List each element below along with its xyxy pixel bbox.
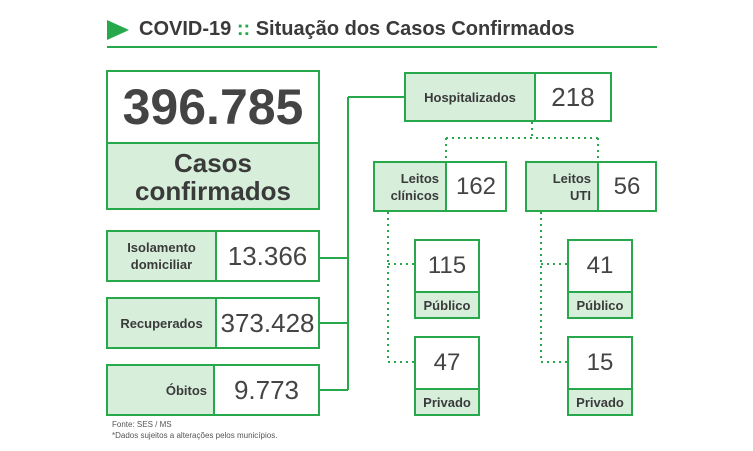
icu-label-line2: UTI <box>570 187 591 203</box>
recovered-card: Recuperados 373.428 <box>106 297 320 349</box>
isolation-label: Isolamento domiciliar <box>108 232 217 280</box>
deaths-card: Óbitos 9.773 <box>106 364 320 416</box>
clinical-public-card: 115 Público <box>414 239 480 319</box>
footer: Fonte: SES / MS *Dados sujeitos a altera… <box>112 419 277 441</box>
confirmed-label-line2: confirmados <box>134 175 292 206</box>
hospitalized-label: Hospitalizados <box>406 74 536 120</box>
play-arrow-icon <box>107 20 129 40</box>
total-confirmed-card: 396.785 Casos confirmados <box>106 70 320 210</box>
icu-label-line1: Leitos <box>552 170 591 186</box>
icu-beds-label: Leitos UTI <box>527 163 599 210</box>
icu-public-value: 41 <box>586 252 614 279</box>
icu-private-value: 15 <box>586 349 614 376</box>
icu-beds-card: Leitos UTI 56 <box>525 161 657 212</box>
confirmed-value: 396.785 <box>122 79 304 135</box>
isolation-label-line2: domiciliar <box>130 257 193 272</box>
isolation-card: Isolamento domiciliar 13.366 <box>106 230 320 282</box>
recovered-label: Recuperados <box>108 299 217 347</box>
page-title: COVID-19 :: Situação dos Casos Confirmad… <box>139 18 575 41</box>
icu-private-label: Privado <box>569 388 631 414</box>
title-separator: :: <box>236 18 251 40</box>
clinical-public-value: 115 <box>427 252 467 279</box>
header: COVID-19 :: Situação dos Casos Confirmad… <box>107 16 657 48</box>
clinical-public-label: Público <box>416 291 478 317</box>
disclaimer-note: *Dados sujeitos a alterações pelos munic… <box>112 431 278 440</box>
clinical-beds-card: Leitos clínicos 162 <box>373 161 507 212</box>
clinical-beds-value: 162 <box>455 172 497 200</box>
icu-private-card: 15 Privado <box>567 336 633 416</box>
icu-public-card: 41 Público <box>567 239 633 319</box>
title-main: COVID-19 <box>139 18 232 40</box>
title-rest: Situação dos Casos Confirmados <box>255 18 575 40</box>
hospitalized-value: 218 <box>551 81 595 112</box>
recovered-value: 373.428 <box>220 307 315 338</box>
isolation-label-line1: Isolamento <box>127 240 196 255</box>
clinical-private-label: Privado <box>416 388 478 414</box>
clinical-label-line1: Leitos <box>400 170 439 186</box>
clinical-private-value: 47 <box>433 349 461 376</box>
deaths-label: Óbitos <box>108 366 215 414</box>
clinical-label-line2: clínicos <box>390 187 439 203</box>
icu-public-label: Público <box>569 291 631 317</box>
source-note: Fonte: SES / MS <box>112 420 172 429</box>
isolation-value: 13.366 <box>227 240 308 271</box>
confirmed-label: Casos confirmados <box>108 142 318 208</box>
deaths-value: 9.773 <box>233 374 300 405</box>
hospitalized-card: Hospitalizados 218 <box>404 72 612 122</box>
clinical-private-card: 47 Privado <box>414 336 480 416</box>
clinical-beds-label: Leitos clínicos <box>375 163 447 210</box>
icu-beds-value: 56 <box>613 172 641 200</box>
confirmed-label-line1: Casos <box>173 147 253 178</box>
